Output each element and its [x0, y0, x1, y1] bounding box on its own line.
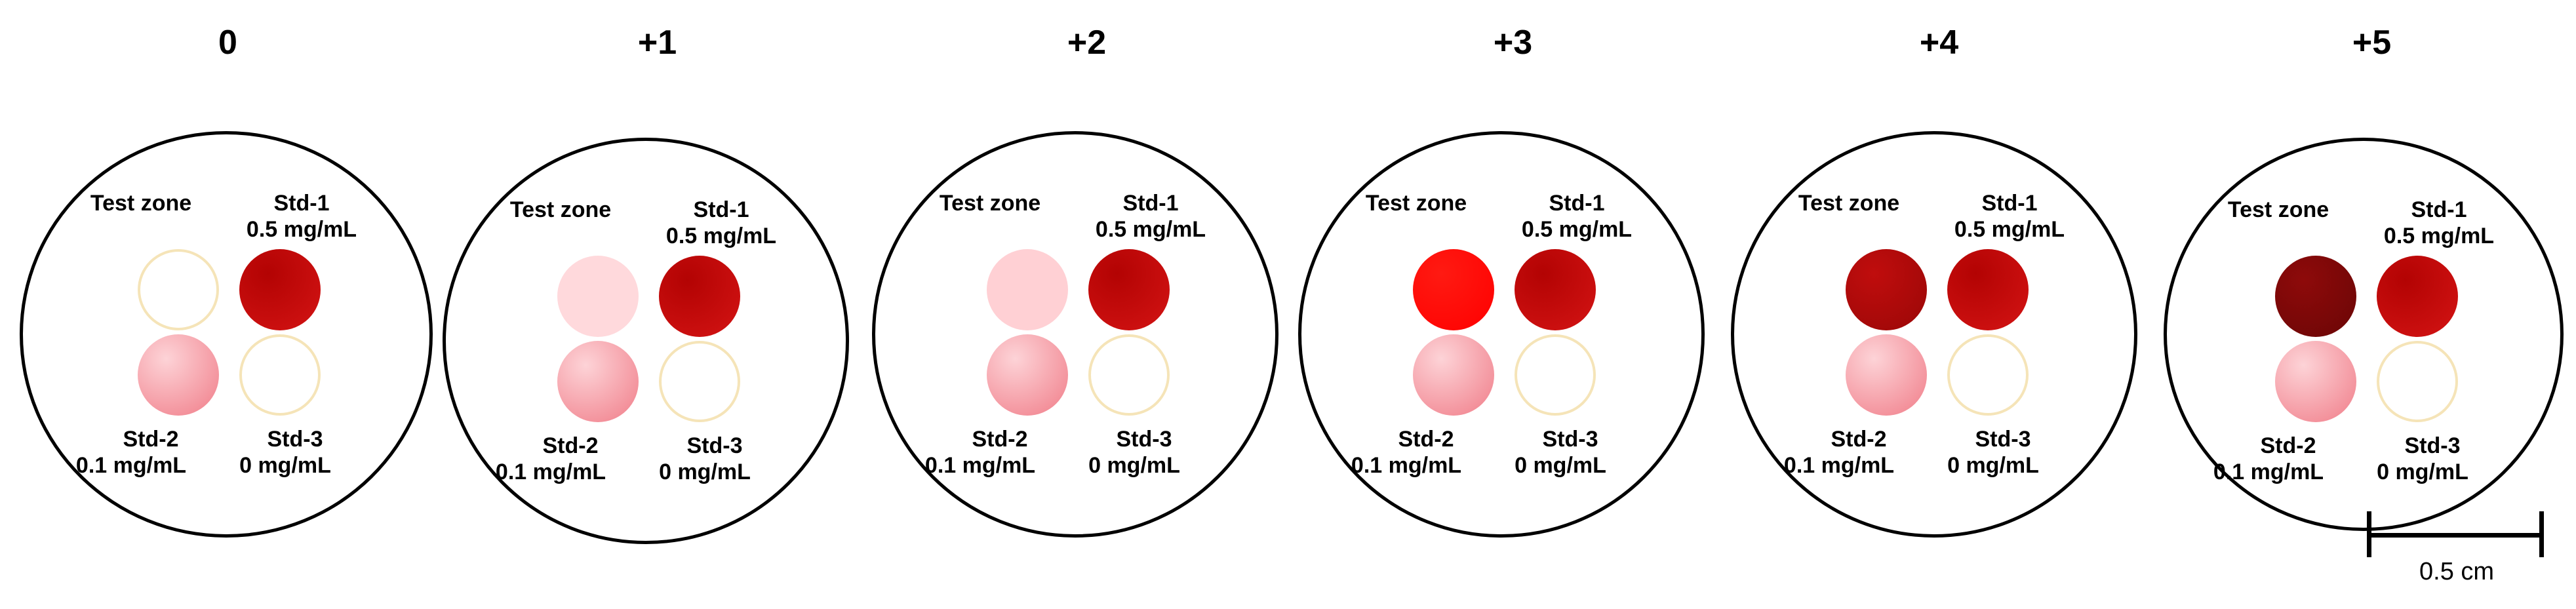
panel-grade: +3 Test zone Std-1 0.5 mg/mL Std-2 0.1 mg/mL S… [1298, 0, 1728, 609]
std1-label: Std-1 [2411, 197, 2467, 222]
test-zone-label: Test zone [939, 191, 1041, 216]
std1-concentration: 0.5 mg/mL [2383, 224, 2495, 248]
test-zone-spot [2275, 256, 2356, 337]
grade-label: +5 [2352, 24, 2392, 62]
std3-spot [1947, 334, 2029, 416]
test-zone-label: Test zone [509, 197, 612, 222]
std1-spot [659, 256, 740, 337]
test-zone-spot [1846, 249, 1927, 330]
std3-concentration: 0 mg/mL [2377, 460, 2468, 484]
std2-concentration: 0.1 mg/mL [495, 460, 606, 484]
test-zone-label: Test zone [90, 191, 192, 216]
std3-spot [659, 341, 740, 422]
std2-concentration: 0.1 mg/mL [1783, 453, 1895, 478]
std2-concentration: 0.1 mg/mL [75, 453, 187, 478]
grade-label: +4 [1919, 24, 1959, 62]
std1-label: Std-1 [1549, 191, 1605, 216]
std1-concentration: 0.5 mg/mL [246, 217, 357, 242]
std2-spot [1846, 334, 1927, 416]
test-dish: Test zone Std-1 0.5 mg/mL Std-2 0.1 mg/mL Std… [1731, 131, 2137, 538]
std3-spot [1515, 334, 1596, 416]
std2-concentration: 0.1 mg/mL [924, 453, 1036, 478]
std3-label: Std-3 [2404, 433, 2461, 458]
std2-concentration: 0.1 mg/mL [2213, 460, 2324, 484]
std3-spot [2377, 341, 2458, 422]
std1-spot [2377, 256, 2458, 337]
std2-concentration: 0.1 mg/mL [1351, 453, 1462, 478]
panel-grade: +1 Test zone Std-1 0.5 mg/mL Std-2 0.1 mg/mL S… [443, 0, 872, 609]
std3-spot [239, 334, 321, 416]
scale-bar [2367, 511, 2544, 557]
std2-label: Std-2 [1831, 427, 1887, 452]
test-dish: Test zone Std-1 0.5 mg/mL Std-2 0.1 mg/mL Std… [443, 138, 849, 544]
std2-spot [987, 334, 1068, 416]
panel-grade: +5 Test zone Std-1 0.5 mg/mL Std-2 0.1 mg/mL S… [2157, 0, 2576, 609]
std2-label: Std-2 [1398, 427, 1454, 452]
test-zone-spot [138, 249, 219, 330]
std1-spot [1515, 249, 1596, 330]
std1-label: Std-1 [273, 191, 330, 216]
std2-spot [557, 341, 639, 422]
std2-spot [1413, 334, 1494, 416]
grade-label: +3 [1493, 24, 1533, 62]
std3-label: Std-3 [1542, 427, 1598, 452]
test-dish: Test zone Std-1 0.5 mg/mL Std-2 0.1 mg/mL Std… [2164, 138, 2564, 531]
std1-concentration: 0.5 mg/mL [1521, 217, 1633, 242]
std1-spot [1947, 249, 2029, 330]
std2-label: Std-2 [542, 433, 599, 458]
scale-bar-label: 0.5 cm [2419, 558, 2495, 585]
std1-concentration: 0.5 mg/mL [1095, 217, 1206, 242]
std3-concentration: 0 mg/mL [659, 460, 751, 484]
test-zone-label: Test zone [1365, 191, 1467, 216]
std3-label: Std-3 [686, 433, 743, 458]
std1-spot [1088, 249, 1170, 330]
panel-grade: +4 Test zone Std-1 0.5 mg/mL Std-2 0.1 mg/mL S… [1724, 0, 2154, 609]
std3-concentration: 0 mg/mL [1947, 453, 2039, 478]
test-zone-label: Test zone [1798, 191, 1900, 216]
std3-label: Std-3 [267, 427, 323, 452]
test-zone-spot [1413, 249, 1494, 330]
std3-spot [1088, 334, 1170, 416]
grade-label: +1 [637, 24, 677, 62]
std3-concentration: 0 mg/mL [1088, 453, 1180, 478]
std1-spot [239, 249, 321, 330]
test-zone-spot [987, 249, 1068, 330]
std1-concentration: 0.5 mg/mL [1954, 217, 2065, 242]
std1-label: Std-1 [693, 197, 749, 222]
panel-grade: 0 Test zone Std-1 0.5 mg/mL Std-2 0.1 mg/mL St… [13, 0, 443, 609]
test-zone-spot [557, 256, 639, 337]
test-dish: Test zone Std-1 0.5 mg/mL Std-2 0.1 mg/mL Std… [872, 131, 1278, 538]
panel-grade: +2 Test zone Std-1 0.5 mg/mL Std-2 0.1 mg/mL S… [872, 0, 1301, 609]
std1-concentration: 0.5 mg/mL [665, 224, 777, 248]
scale-bar-line [2367, 533, 2544, 538]
std2-label: Std-2 [972, 427, 1028, 452]
test-zone-label: Test zone [2227, 197, 2329, 222]
std2-spot [138, 334, 219, 416]
std3-label: Std-3 [1116, 427, 1172, 452]
std3-label: Std-3 [1975, 427, 2031, 452]
std2-label: Std-2 [123, 427, 179, 452]
test-dish: Test zone Std-1 0.5 mg/mL Std-2 0.1 mg/mL Std… [1298, 131, 1705, 538]
std3-concentration: 0 mg/mL [1515, 453, 1606, 478]
grade-label: 0 [218, 24, 237, 62]
test-dish: Test zone Std-1 0.5 mg/mL Std-2 0.1 mg/mL Std… [20, 131, 433, 538]
std2-label: Std-2 [2260, 433, 2316, 458]
std3-concentration: 0 mg/mL [239, 453, 331, 478]
std1-label: Std-1 [1122, 191, 1179, 216]
std2-spot [2275, 341, 2356, 422]
grade-label: +2 [1067, 24, 1107, 62]
scale-bar-right-tick [2539, 511, 2544, 557]
std1-label: Std-1 [1981, 191, 2038, 216]
